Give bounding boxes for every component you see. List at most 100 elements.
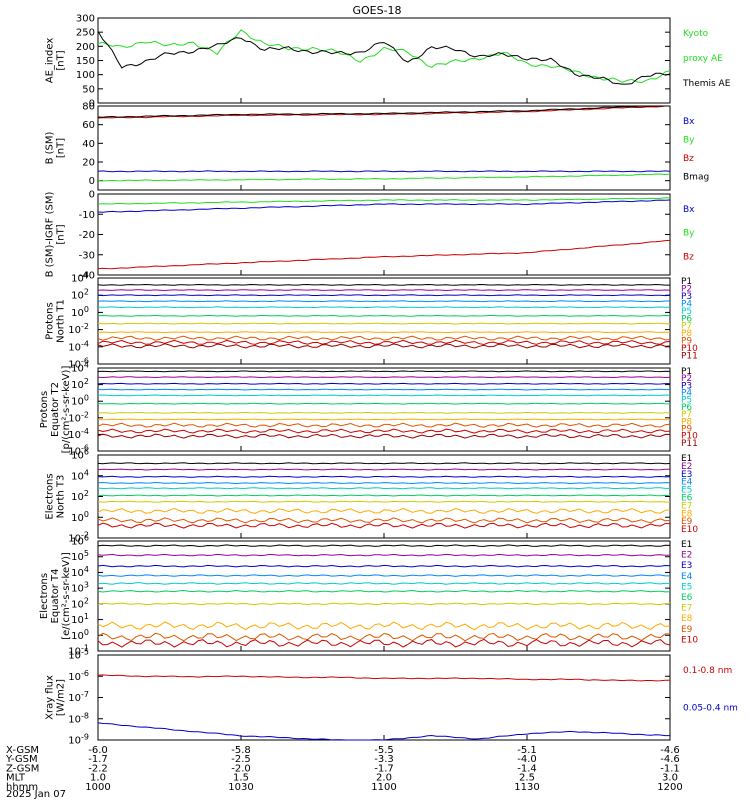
channel-line (97, 544, 671, 547)
legend-entry: P1 (681, 277, 692, 287)
y-axis-label: Equator T4 (50, 569, 61, 624)
y-tick-label: 105 (71, 549, 89, 563)
x-row-value: -1.1 (660, 763, 680, 774)
series-line (97, 105, 670, 118)
legend-entry: E8 (681, 509, 693, 519)
legend-entry: E2 (681, 551, 692, 561)
y-tick-label: -30 (79, 250, 95, 261)
y-axis-label: B (SM)-IGRF (SM) (45, 192, 56, 278)
y-tick-label: 104 (71, 361, 89, 375)
series-line (97, 30, 671, 85)
panel-frame (97, 105, 671, 191)
legend-entry: P11 (681, 439, 698, 449)
legend-entry: Bz (683, 154, 694, 164)
x-row-value: 2.0 (376, 773, 392, 784)
channel-line (97, 306, 671, 309)
y-tick-label: 100 (71, 305, 89, 319)
y-tick-label: -20 (79, 230, 95, 241)
y-axis-label: Protons (45, 302, 56, 339)
y-axis-label: [e/(cm²-s-sr-keV)] (61, 552, 72, 640)
legend-entry: E10 (681, 635, 698, 645)
legend-entry: P5 (681, 307, 692, 317)
y-axis-label: Electrons (39, 573, 50, 619)
panel-frame (97, 654, 671, 741)
legend-entry: P10 (681, 344, 698, 354)
plot-title: GOES-18 (352, 4, 401, 17)
series-line (97, 199, 671, 213)
legend-entry: E2 (681, 462, 692, 472)
y-axis-label: Xray flux (45, 675, 56, 720)
channel-line (97, 382, 670, 385)
x-row-label: MLT (6, 773, 26, 784)
legend-entry: E5 (681, 486, 692, 496)
y-tick-label: 0 (89, 176, 95, 187)
x-row-value: -5.5 (374, 745, 394, 756)
legend-entry: P1 (681, 367, 692, 377)
x-row-value: -5.1 (517, 745, 537, 756)
legend-entry: E7 (681, 604, 692, 614)
date-label: 2025 Jan 07 (6, 789, 66, 800)
legend-entry: E6 (681, 593, 693, 603)
y-tick-label: 300 (76, 14, 95, 25)
channel-line (97, 422, 671, 428)
legend-entry: P9 (681, 337, 692, 347)
y-tick-label: 80 (82, 102, 95, 113)
channel-line (97, 289, 671, 292)
x-row-label: Z-GSM (6, 763, 39, 774)
y-axis-label: Equator T2 (50, 382, 61, 437)
legend-entry: E4 (681, 478, 693, 488)
y-tick-label: 10-9 (68, 733, 89, 747)
channel-line (97, 394, 671, 397)
channel-line (97, 638, 671, 648)
channel-line (97, 481, 671, 485)
y-tick-label: 150 (76, 56, 95, 67)
x-row-value: -1.7 (88, 754, 108, 765)
legend-entry: P7 (681, 322, 692, 332)
legend-entry: E4 (681, 572, 693, 582)
channel-line (97, 418, 671, 421)
y-tick-label: 100 (71, 628, 89, 642)
x-row-value: 2.5 (519, 773, 535, 784)
legend-entry: P3 (681, 292, 692, 302)
x-row-value: -4.6 (660, 754, 680, 765)
channel-line (97, 602, 671, 606)
x-row-value: -4.6 (660, 745, 680, 756)
channel-line (97, 494, 671, 497)
y-tick-label: 102 (71, 377, 89, 391)
y-axis-label: [nT] (56, 138, 67, 158)
x-row-value: -2.0 (231, 763, 251, 774)
channel-line (97, 428, 671, 434)
legend-entry: 0.05-0.4 nm (683, 704, 738, 714)
x-row-value: -2.2 (88, 763, 108, 774)
y-tick-label: 200 (76, 42, 95, 53)
legend-entry: P10 (681, 432, 698, 442)
x-row-value: -3.3 (374, 754, 394, 765)
y-tick-label: 60 (82, 120, 95, 131)
panel-xray: 10-5 10-6 10-7 10-8 10-9 Xray flux [W/m2] 0.1-0… (45, 648, 738, 747)
x-row-value: 1030 (228, 782, 253, 793)
y-tick-label: 10-5 (68, 648, 89, 662)
legend-entry: P8 (681, 417, 692, 427)
y-tick-label: 104 (71, 565, 89, 579)
legend-entry: E6 (681, 494, 693, 504)
legend-entry: P3 (681, 381, 692, 391)
legend-entry: Bmag (683, 173, 709, 183)
y-tick-label: 104 (71, 468, 89, 482)
y-axis-label: [nT] (56, 224, 67, 244)
x-row-value: -5.8 (231, 745, 251, 756)
y-tick-label: 104 (71, 271, 89, 285)
y-tick-label: 103 (71, 581, 89, 595)
y-axis-label: [nT] (56, 50, 67, 70)
channel-line (97, 339, 671, 346)
legend-entry: E9 (681, 625, 693, 635)
channel-line (97, 632, 670, 642)
channel-line (97, 314, 671, 317)
y-tick-label: 10-8 (68, 711, 89, 725)
y-axis-label: AE_index (45, 38, 56, 84)
legend-entry: E3 (681, 470, 692, 480)
x-row-value: 1.5 (233, 773, 249, 784)
legend-entry: Themis AE (682, 79, 731, 89)
